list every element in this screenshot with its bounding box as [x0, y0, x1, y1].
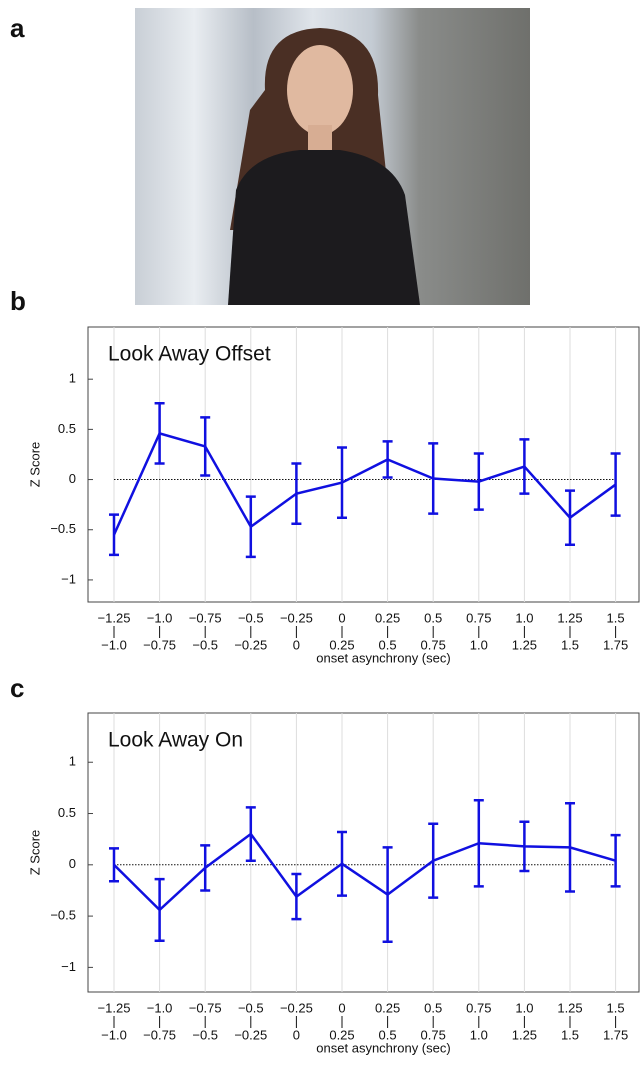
x-tick-label: 0.5	[424, 610, 442, 625]
x-tick-label: 1.25	[557, 610, 582, 625]
x-tick-label: −0.5	[192, 637, 218, 652]
y-tick-label: −1	[61, 571, 76, 586]
x-tick-label: −1.0	[147, 610, 173, 625]
x-tick-label: −1.0	[147, 1000, 173, 1015]
panel-label: b	[10, 286, 26, 316]
y-tick-label: 0.5	[58, 805, 76, 820]
x-tick-label: 0	[293, 637, 300, 652]
y-tick-label: −0.5	[50, 908, 76, 923]
x-tick-label: 1.5	[607, 1000, 625, 1015]
x-tick-label: −0.75	[143, 637, 176, 652]
x-tick-label: −0.75	[189, 1000, 222, 1015]
y-tick-label: 1	[69, 754, 76, 769]
x-tick-label: 0.25	[329, 1027, 354, 1042]
x-tick-label: 1.25	[557, 1000, 582, 1015]
x-tick-label: −0.25	[280, 610, 313, 625]
x-tick-label: 0	[338, 610, 345, 625]
y-tick-label: 1	[69, 371, 76, 386]
x-tick-label: 0.5	[424, 1000, 442, 1015]
x-tick-label: −1.25	[98, 610, 131, 625]
x-tick-label: 1.25	[512, 1027, 537, 1042]
x-tick-label: −0.75	[143, 1027, 176, 1042]
x-tick-label: 0.25	[375, 610, 400, 625]
x-tick-label: 0.75	[466, 610, 491, 625]
y-tick-label: −0.5	[50, 521, 76, 536]
y-axis-label: Z Score	[27, 442, 42, 488]
x-tick-label: −0.25	[280, 1000, 313, 1015]
x-tick-label: 0.75	[421, 637, 446, 652]
y-axis-label: Z Score	[27, 830, 42, 876]
y-tick-label: 0	[69, 856, 76, 871]
x-tick-label: −0.5	[192, 1027, 218, 1042]
data-line	[112, 431, 617, 536]
x-tick-label: 0.75	[466, 1000, 491, 1015]
chart-title: Look Away Offset	[108, 343, 271, 366]
y-tick-label: 0	[69, 471, 76, 486]
x-tick-label: 1.25	[512, 637, 537, 652]
x-tick-label: 1.5	[561, 637, 579, 652]
x-tick-label: −1.0	[101, 637, 127, 652]
plot-area	[87, 712, 640, 993]
x-tick-label: 0.5	[379, 637, 397, 652]
x-tick-label: 1.75	[603, 1027, 628, 1042]
x-tick-label: −0.25	[234, 637, 267, 652]
x-tick-label: 1.0	[515, 1000, 533, 1015]
x-tick-label: 0.75	[421, 1027, 446, 1042]
y-tick-label: −1	[61, 959, 76, 974]
y-tick-label: 0.5	[58, 421, 76, 436]
x-tick-label: 1.0	[515, 610, 533, 625]
x-tick-label: −0.5	[238, 1000, 264, 1015]
x-axis-label: onset asynchrony (sec)	[316, 1040, 450, 1055]
x-tick-label: 0	[293, 1027, 300, 1042]
x-tick-label: −1.25	[98, 1000, 131, 1015]
x-axis-label: onset asynchrony (sec)	[316, 650, 450, 665]
x-tick-label: 0.5	[379, 1027, 397, 1042]
x-tick-label: 1.5	[561, 1027, 579, 1042]
panel-label: c	[10, 673, 24, 703]
x-tick-label: 0.25	[375, 1000, 400, 1015]
x-tick-label: 0.25	[329, 637, 354, 652]
photo	[135, 8, 530, 305]
plot-area	[87, 326, 640, 603]
x-tick-label: −0.25	[234, 1027, 267, 1042]
error-bar	[610, 833, 621, 888]
chart-title: Look Away On	[108, 729, 243, 752]
x-tick-label: 1.5	[607, 610, 625, 625]
panel-label: a	[10, 13, 25, 43]
x-tick-label: 1.0	[470, 1027, 488, 1042]
x-tick-label: −0.75	[189, 610, 222, 625]
x-tick-label: −1.0	[101, 1027, 127, 1042]
x-tick-label: 1.75	[603, 637, 628, 652]
data-line	[113, 832, 616, 912]
x-tick-label: −0.5	[238, 610, 264, 625]
x-tick-label: 0	[338, 1000, 345, 1015]
x-tick-label: 1.0	[470, 637, 488, 652]
